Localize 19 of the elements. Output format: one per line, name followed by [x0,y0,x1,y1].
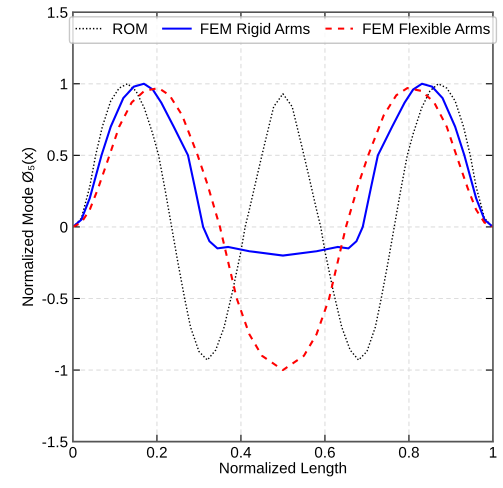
y-tick-label: -1.5 [42,436,68,448]
y-tick-label: 1.5 [48,7,68,18]
x-tick-label: 0.6 [314,446,335,458]
legend-label: FEM Rigid Arms [201,22,310,38]
x-tick-label: 0.4 [230,446,252,458]
y-tick-label: 1 [60,78,68,90]
y-tick-label: 0.5 [47,150,68,162]
line-series [72,82,493,257]
legend-label: FEM Flexible Arms [363,22,490,34]
x-tick-label: 0.8 [398,446,419,458]
x-tick-label: 0 [69,446,77,458]
y-tick-label: 0 [60,222,68,233]
y-axis-title: Normalized Mode Ø₅(x) [22,148,36,306]
legend-label: ROM [113,23,147,34]
x-tick-label: 1 [490,447,496,458]
y-tick-label: -1 [55,365,68,376]
y-tick-label: -0.5 [42,293,68,304]
x-axis-title: Normalized Length [220,462,346,476]
x-tick-label: 0.2 [146,446,167,458]
